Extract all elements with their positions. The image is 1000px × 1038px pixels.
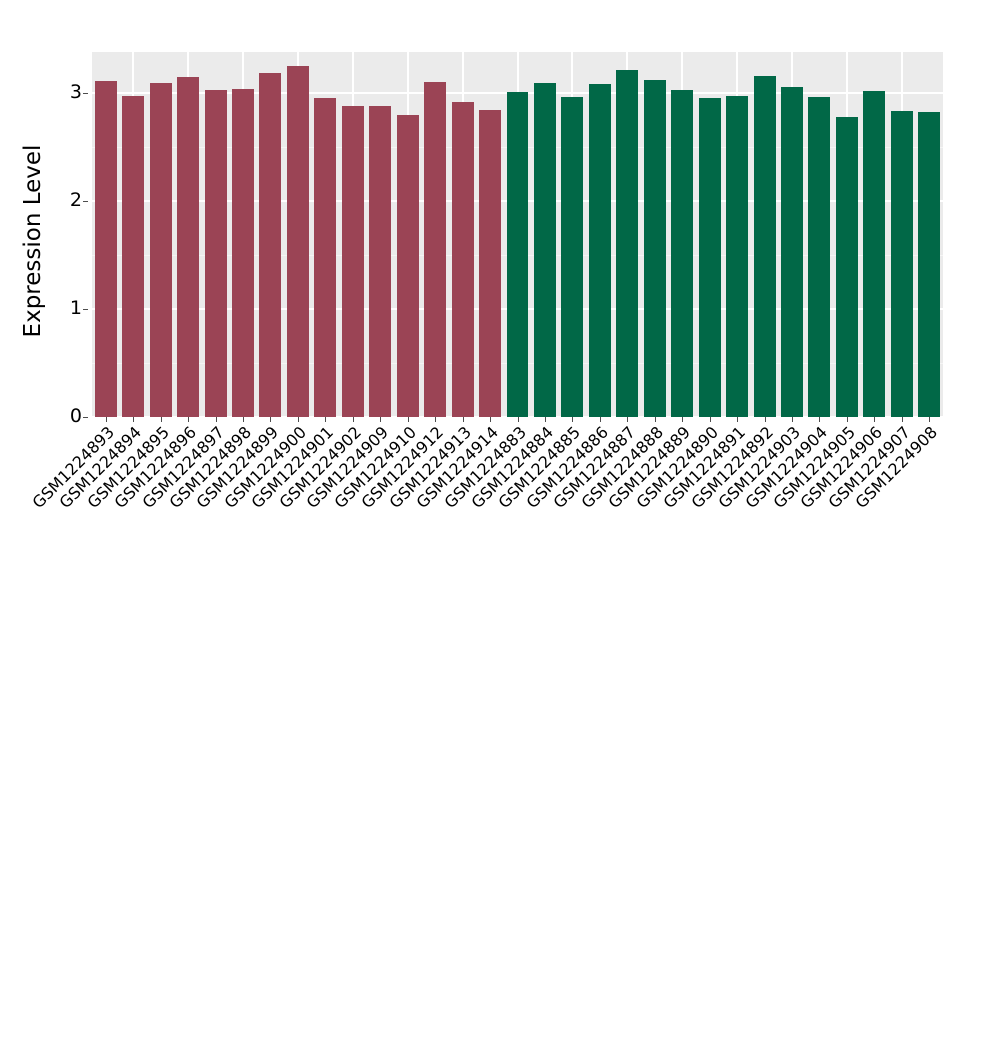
x-tick-mark [846, 417, 848, 422]
y-tick-mark [83, 417, 88, 418]
bar [204, 89, 227, 417]
bar [177, 76, 200, 417]
bar [918, 112, 941, 417]
bar [341, 106, 364, 417]
bar [643, 80, 666, 417]
x-tick-mark [242, 417, 244, 422]
bar [533, 83, 556, 417]
x-tick-mark [544, 417, 546, 422]
y-axis-tick-label: 2 [69, 189, 82, 212]
x-tick-mark [792, 417, 794, 422]
x-tick-mark [297, 417, 299, 422]
bar [369, 106, 392, 417]
bar [396, 114, 419, 417]
x-tick-mark [215, 417, 217, 422]
x-tick-mark [627, 417, 629, 422]
bar [286, 66, 309, 417]
bar [232, 88, 254, 417]
x-tick-mark [407, 417, 409, 422]
x-axis-labels: GSM1224893 GSM1224894 GSM1224895 GSM1224896… [28, 423, 943, 574]
bar [314, 98, 337, 417]
x-tick-mark [737, 417, 739, 422]
x-tick-mark [517, 417, 519, 422]
x-tick-mark [572, 417, 574, 422]
bar [671, 89, 694, 417]
x-tick-mark [682, 417, 684, 422]
x-tick-mark [462, 417, 464, 422]
bar [424, 82, 447, 417]
bar [259, 72, 282, 417]
y-axis-tick-label: 0 [69, 405, 82, 427]
x-axis-ticks [92, 417, 943, 423]
x-tick-mark [901, 417, 903, 422]
x-tick-mark [490, 417, 492, 422]
bar [451, 101, 474, 417]
x-tick-mark [270, 417, 272, 422]
x-tick-mark [188, 417, 190, 422]
x-tick-mark [764, 417, 766, 422]
x-tick-mark [380, 417, 382, 422]
x-tick-mark [325, 417, 327, 422]
bar [808, 97, 831, 417]
bar [753, 75, 776, 417]
x-tick-mark [599, 417, 601, 422]
x-tick-mark [160, 417, 162, 422]
x-tick-mark [819, 417, 821, 422]
bar [94, 81, 117, 417]
bar [863, 90, 886, 417]
bar [835, 116, 858, 417]
x-tick-mark [874, 417, 876, 422]
bar [781, 86, 803, 417]
bar [588, 84, 611, 417]
y-axis-title: Expression Level [20, 144, 46, 338]
bar-chart: Expression Level 0 1 2 3 GSM1224893 GSM12248… [20, 0, 943, 580]
x-tick-mark [352, 417, 354, 422]
x-tick-mark [133, 417, 135, 422]
y-tick-mark [83, 201, 88, 203]
bar [149, 83, 172, 417]
y-tick-mark [83, 309, 88, 310]
y-axis-tick-label: 3 [69, 81, 82, 104]
bar [561, 97, 584, 417]
y-axis-tick-label: 1 [69, 297, 82, 319]
bar [479, 110, 502, 417]
x-tick-mark [435, 417, 437, 422]
x-tick-mark [654, 417, 656, 422]
bar [506, 91, 529, 417]
bar [726, 96, 749, 417]
bar [122, 96, 145, 417]
bar [890, 111, 913, 417]
x-tick-mark [929, 417, 931, 422]
plot-panel [92, 52, 943, 417]
bar [698, 98, 721, 417]
x-tick-mark [709, 417, 711, 422]
y-tick-mark [83, 93, 88, 95]
y-axis-ticks: 0 1 2 3 [52, 0, 88, 580]
bar [616, 70, 639, 417]
x-tick-mark [105, 417, 107, 422]
